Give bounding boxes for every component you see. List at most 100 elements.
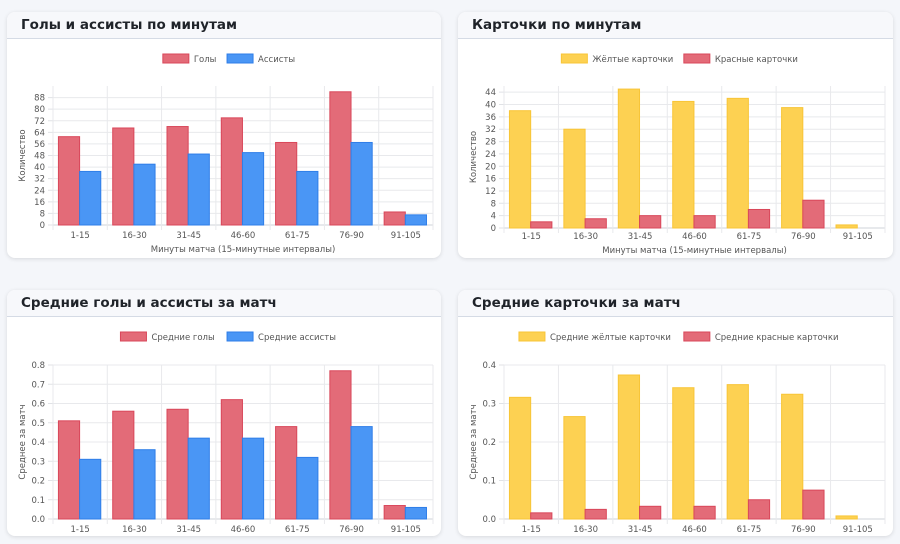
x-tick-label: 1-15 [522, 525, 541, 535]
bar-series2 [530, 512, 553, 520]
x-tick-label: 76-90 [791, 525, 816, 535]
legend-label: Жёлтые карточки [592, 55, 673, 65]
bar-series1 [508, 396, 532, 520]
bar-series1 [835, 224, 858, 229]
bar-series1 [835, 515, 858, 520]
y-tick-label: 8 [40, 209, 45, 219]
y-tick-label: 0 [40, 221, 45, 231]
x-tick-label: 1-15 [70, 231, 89, 241]
y-tick-label: 64 [34, 128, 45, 138]
y-tick-label: 0.8 [31, 361, 45, 371]
bar-series2 [187, 437, 210, 520]
bar-series1 [508, 110, 532, 229]
x-tick-label: 31-45 [176, 231, 201, 241]
legend-swatch [518, 331, 546, 342]
bar-series1 [329, 370, 352, 520]
x-tick-label: 76-90 [339, 231, 364, 241]
x-tick-label: 76-90 [339, 525, 364, 535]
y-tick-label: 40 [485, 101, 496, 111]
legend-swatch [560, 53, 588, 64]
legend-label: Средние красные карточки [715, 333, 839, 343]
bar-series1 [617, 374, 641, 520]
x-tick-label: 31-45 [176, 525, 201, 535]
bar-series1 [563, 128, 586, 229]
bar-series2 [693, 505, 716, 520]
legend: Средние жёлтые карточки Средние красные к… [518, 331, 839, 343]
bar-series2 [296, 456, 319, 520]
x-tick-label: 76-90 [791, 232, 816, 242]
y-tick-label: 0.6 [31, 400, 45, 410]
bar-series1 [617, 88, 641, 229]
y-tick-label: 32 [485, 125, 496, 135]
legend: Голы Ассисты [162, 53, 295, 65]
y-tick-label: 0.1 [482, 477, 496, 487]
bar-series2 [639, 215, 662, 229]
legend-swatch [119, 331, 147, 342]
bar-series2 [530, 221, 553, 229]
y-tick-label: 0.3 [482, 400, 496, 410]
y-tick-label: 12 [485, 187, 496, 197]
y-tick-label: 4 [491, 212, 496, 222]
bar-series2 [802, 489, 825, 520]
x-tick-label: 1-15 [522, 232, 541, 242]
legend: Средние голы Средние ассисты [119, 331, 336, 343]
y-tick-label: 0.2 [482, 438, 496, 448]
legend-swatch [162, 53, 190, 64]
y-tick-label: 0.0 [31, 515, 45, 525]
bar-series1 [166, 408, 189, 520]
bar-series2 [747, 499, 771, 520]
x-tick-label: 91-105 [391, 525, 421, 535]
bar-series1 [726, 97, 749, 229]
bar-series1 [275, 426, 298, 520]
bar-series2 [584, 218, 607, 229]
card-goals-assists-by-minute: Голы и ассисты по минутам 0 8 16 24 32 40 48 56… [7, 12, 441, 258]
bar-series1 [329, 91, 352, 226]
y-tick-label: 72 [34, 117, 45, 127]
x-tick-label: 1-15 [70, 525, 89, 535]
bar-series1 [112, 410, 135, 520]
card-header: Средние карточки за матч [458, 290, 893, 317]
legend-swatch [226, 331, 254, 342]
card-header: Средние голы и ассисты за матч [7, 290, 441, 317]
legend-swatch [683, 331, 711, 342]
x-tick-label: 61-75 [285, 525, 310, 535]
card-title: Голы и ассисты по минутам [21, 17, 238, 33]
bar-series2 [802, 199, 825, 229]
bar-series2 [584, 508, 607, 520]
bar-series1 [220, 399, 243, 520]
y-tick-label: 48 [34, 152, 45, 162]
bar-series2 [187, 153, 210, 226]
y-tick-label: 8 [491, 199, 496, 209]
y-tick-label: 0.4 [482, 361, 496, 371]
bar-series2 [404, 506, 427, 520]
y-tick-label: 36 [485, 113, 496, 123]
cards-chart: 0 4 8 12 16 20 24 28 32 36 40 44 1-15 16-30 31-45 46-60… [469, 53, 886, 256]
x-tick-label: 46-60 [231, 231, 256, 241]
legend-label: Средние жёлтые карточки [550, 333, 671, 343]
bar-series2 [79, 458, 102, 520]
bar-series1 [781, 107, 804, 229]
x-tick-label: 46-60 [682, 525, 707, 535]
bar-series2 [241, 437, 265, 520]
bar-series1 [57, 136, 81, 226]
y-tick-label: 0.4 [31, 438, 45, 448]
y-tick-label: 16 [34, 198, 45, 208]
bar-series2 [79, 170, 102, 226]
y-tick-label: 28 [485, 138, 496, 148]
legend-label: Средние ассисты [258, 333, 336, 343]
bar-series2 [350, 426, 373, 520]
legend-label: Голы [194, 55, 217, 65]
x-axis-label: Минуты матча (15-минутные интервалы) [151, 245, 336, 255]
bar-series1 [383, 211, 406, 226]
legend-label: Красные карточки [715, 55, 798, 65]
x-tick-label: 61-75 [737, 232, 762, 242]
y-tick-label: 24 [485, 150, 496, 160]
bar-series1 [220, 117, 243, 226]
bar-series2 [241, 152, 265, 226]
bar-series2 [296, 170, 319, 226]
bar-series1 [383, 505, 406, 520]
y-axis-label: Среднее за матч [18, 404, 28, 479]
avg-goals-assists-chart: 0.0 0.1 0.2 0.3 0.4 0.5 0.6 0.7 0.8 1-15 16-30 31-4… [18, 331, 434, 535]
bar-series2 [639, 505, 662, 520]
x-tick-label: 61-75 [285, 231, 310, 241]
